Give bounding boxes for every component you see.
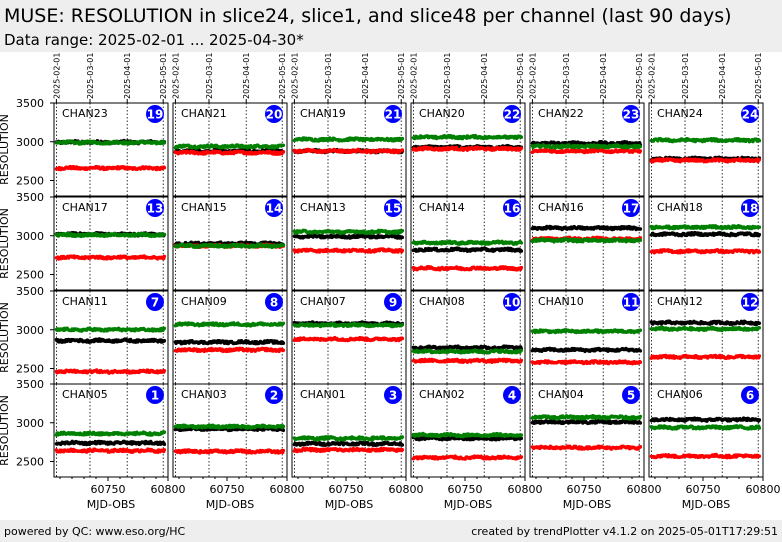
channel-label: CHAN17 bbox=[62, 201, 108, 214]
slice-badge-number: 21 bbox=[385, 108, 402, 122]
panel-chan23: CHAN23 19 2025-02-01 2025-03-01 2025-04-01 20… bbox=[0, 53, 169, 197]
data-point-slice48 bbox=[281, 243, 286, 247]
y-tick-label: 3500 bbox=[16, 97, 44, 110]
slice-badge-number: 15 bbox=[385, 202, 402, 216]
date-tick-label: 2025-02-01 bbox=[52, 53, 61, 100]
date-tick-label: 2025-05-01 bbox=[397, 53, 406, 100]
data-point-slice48 bbox=[400, 136, 405, 141]
y-tick-label: 2500 bbox=[16, 269, 44, 282]
slice-badge-number: 22 bbox=[504, 108, 521, 122]
channel-label: CHAN15 bbox=[181, 201, 227, 214]
data-point-slice48 bbox=[162, 141, 167, 145]
panel-chan22: CHAN22 23 2025-02-01 2025-03-01 2025-04-01 20… bbox=[528, 53, 645, 197]
date-tick-label: 2025-03-01 bbox=[681, 53, 690, 100]
y-tick-label: 3000 bbox=[16, 230, 44, 243]
data-point-slice48 bbox=[162, 232, 167, 237]
data-point-slice24 bbox=[519, 249, 524, 253]
data-point-slice24 bbox=[638, 227, 643, 231]
channel-label: CHAN21 bbox=[181, 107, 227, 120]
data-point-slice48 bbox=[519, 241, 524, 245]
date-tick-label: 2025-03-01 bbox=[443, 53, 452, 100]
panel-chan20: CHAN20 22 2025-02-01 2025-03-01 2025-04-01 20… bbox=[409, 53, 526, 197]
date-tick-label: 2025-03-01 bbox=[324, 53, 333, 100]
slice-badge bbox=[265, 105, 283, 123]
slice-badge-number: 23 bbox=[623, 108, 640, 122]
panel-chan19: CHAN19 21 2025-02-01 2025-03-01 2025-04-01 20… bbox=[290, 53, 407, 197]
panel-chan13: CHAN13 15 bbox=[291, 196, 407, 291]
channel-label: CHAN20 bbox=[419, 107, 465, 120]
panel-chan24: CHAN24 24 2025-02-01 2025-03-01 2025-04-01 20… bbox=[647, 53, 764, 197]
slice-badge bbox=[146, 105, 164, 123]
date-tick-label: 2025-02-01 bbox=[647, 53, 656, 100]
date-tick-label: 2025-05-01 bbox=[516, 53, 525, 100]
slice-badge-number: 20 bbox=[266, 108, 283, 122]
slice-badge-number: 19 bbox=[147, 108, 164, 122]
date-tick-label: 2025-02-01 bbox=[528, 53, 537, 100]
data-point-slice48 bbox=[400, 229, 405, 233]
channel-label: CHAN13 bbox=[300, 201, 346, 214]
slice-badge bbox=[384, 105, 402, 123]
channel-label: CHAN22 bbox=[538, 107, 584, 120]
page-title: MUSE: RESOLUTION in slice24, slice1, and… bbox=[4, 5, 732, 27]
date-tick-label: 2025-03-01 bbox=[205, 53, 214, 100]
data-range-subtitle: Data range: 2025-02-01 ... 2025-04-30* bbox=[4, 31, 304, 49]
date-tick-label: 2025-05-01 bbox=[278, 53, 287, 100]
channel-label: CHAN23 bbox=[62, 107, 108, 120]
panel-chan16: CHAN16 17 bbox=[529, 196, 645, 291]
y-tick-label: 2500 bbox=[16, 175, 44, 188]
date-tick-label: 2025-05-01 bbox=[159, 53, 168, 100]
slice-badge-number: 24 bbox=[742, 108, 759, 122]
date-tick-label: 2025-05-01 bbox=[754, 53, 763, 100]
date-tick-label: 2025-04-01 bbox=[123, 53, 132, 100]
data-point-slice48 bbox=[638, 144, 643, 149]
y-tick-label: 3500 bbox=[16, 191, 44, 204]
data-point-slice1 bbox=[400, 248, 405, 253]
data-point-slice1 bbox=[162, 166, 167, 170]
date-tick-label: 2025-02-01 bbox=[290, 53, 299, 100]
panel-chan21: CHAN21 20 2025-02-01 2025-03-01 2025-04-01 20… bbox=[171, 53, 288, 197]
panel-chan14: CHAN14 16 bbox=[410, 196, 526, 291]
data-point-slice1 bbox=[519, 265, 524, 270]
date-tick-label: 2025-03-01 bbox=[562, 53, 571, 100]
data-point-slice48 bbox=[281, 143, 286, 147]
date-tick-label: 2025-04-01 bbox=[361, 53, 370, 100]
data-point-slice1 bbox=[400, 148, 405, 152]
y-axis-label: RESOLUTION bbox=[0, 208, 11, 279]
slice-badge-number: 16 bbox=[504, 202, 521, 216]
panel-chan15: CHAN15 14 bbox=[172, 196, 288, 291]
data-point-slice24 bbox=[400, 235, 405, 240]
data-point-slice1 bbox=[638, 149, 643, 153]
data-point-slice48 bbox=[757, 139, 762, 143]
data-point-slice48 bbox=[519, 135, 524, 139]
y-tick-label: 3000 bbox=[16, 136, 44, 149]
channel-label: CHAN19 bbox=[300, 107, 346, 120]
title-bar: MUSE: RESOLUTION in slice24, slice1, and… bbox=[0, 0, 782, 52]
y-axis-label: RESOLUTION bbox=[0, 114, 11, 185]
data-point-slice1 bbox=[281, 150, 286, 154]
date-tick-label: 2025-04-01 bbox=[718, 53, 727, 100]
channel-label: CHAN24 bbox=[657, 107, 703, 120]
date-tick-label: 2025-04-01 bbox=[599, 53, 608, 100]
data-point-slice1 bbox=[519, 146, 524, 150]
date-tick-label: 2025-02-01 bbox=[171, 53, 180, 100]
date-tick-label: 2025-02-01 bbox=[409, 53, 418, 100]
panel-chan17: CHAN17 13 2500 3000 3500 RESOLUTION bbox=[0, 191, 169, 291]
date-tick-label: 2025-03-01 bbox=[86, 53, 95, 100]
data-point-slice1 bbox=[757, 157, 762, 162]
date-tick-label: 2025-04-01 bbox=[480, 53, 489, 100]
slice-badge-number: 14 bbox=[266, 202, 283, 216]
date-tick-label: 2025-04-01 bbox=[242, 53, 251, 100]
trend-chart: CHAN23 19 2025-02-01 2025-03-01 2025-04-01 20… bbox=[0, 53, 781, 512]
data-point-slice1 bbox=[162, 254, 167, 259]
slice-badge-number: 13 bbox=[147, 202, 164, 216]
channel-label: CHAN14 bbox=[419, 201, 465, 214]
date-tick-label: 2025-05-01 bbox=[635, 53, 644, 100]
